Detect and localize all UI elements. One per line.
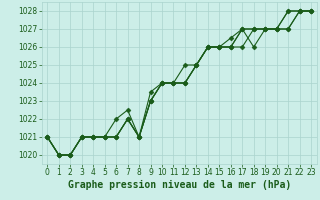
X-axis label: Graphe pression niveau de la mer (hPa): Graphe pression niveau de la mer (hPa) xyxy=(68,180,291,190)
